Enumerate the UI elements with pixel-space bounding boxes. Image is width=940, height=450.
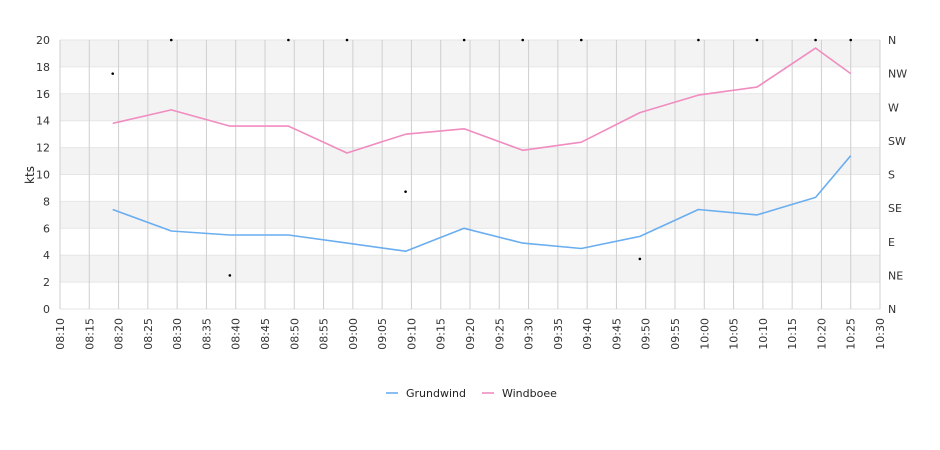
direction-point xyxy=(228,274,232,277)
x-tick-label: 09:40 xyxy=(581,318,594,350)
x-tick-label: 10:05 xyxy=(728,318,741,350)
x-tick-label: 08:50 xyxy=(288,318,301,350)
direction-point xyxy=(849,38,853,42)
direction-tick-label: W xyxy=(888,101,899,114)
direction-point xyxy=(814,38,817,42)
x-tick-label: 08:30 xyxy=(171,318,184,350)
y-tick-label: 10 xyxy=(36,169,50,182)
x-tick-label: 10:30 xyxy=(874,318,887,350)
direction-tick-label: N xyxy=(888,34,896,47)
y-tick-label: 0 xyxy=(43,303,50,316)
y-tick-label: 14 xyxy=(36,115,50,128)
direction-tick-label: N xyxy=(888,303,896,316)
direction-tick-label: S xyxy=(888,169,895,182)
x-tick-label: 08:35 xyxy=(200,318,213,350)
direction-point xyxy=(638,257,642,261)
direction-axis-ticks: N NE E SE S SW W NW N xyxy=(888,34,907,316)
x-tick-label: 10:10 xyxy=(757,318,770,350)
direction-point xyxy=(345,38,349,42)
x-tick-label: 08:55 xyxy=(318,318,331,350)
x-tick-label: 09:00 xyxy=(347,318,360,350)
series-line-windboee xyxy=(112,47,852,154)
x-tick-label: 10:00 xyxy=(698,318,711,350)
y-tick-label: 6 xyxy=(43,222,50,235)
x-tick-label: 08:25 xyxy=(142,318,155,350)
series-lines xyxy=(112,47,852,252)
x-axis-ticks: 08:10 08:15 08:20 08:25 08:30 08:35 08:40 08:45… xyxy=(54,318,887,350)
direction-point xyxy=(697,38,700,42)
x-tick-label: 09:05 xyxy=(376,318,389,350)
x-tick-label: 09:45 xyxy=(610,318,623,350)
y-tick-label: 12 xyxy=(36,142,50,155)
direction-points xyxy=(111,38,853,277)
y-tick-label: 8 xyxy=(43,195,50,208)
x-tick-label: 09:10 xyxy=(405,318,418,350)
x-tick-label: 10:15 xyxy=(786,318,799,350)
direction-point xyxy=(462,38,466,42)
x-tick-label: 09:25 xyxy=(493,318,506,350)
y-tick-label: 2 xyxy=(43,276,50,289)
direction-tick-label: NW xyxy=(888,68,907,81)
direction-tick-label: NE xyxy=(888,269,903,282)
y-tick-label: 18 xyxy=(36,61,50,74)
direction-point xyxy=(521,38,525,42)
y-axis-title: kts xyxy=(23,166,37,184)
direction-point xyxy=(404,190,407,193)
x-tick-label: 09:50 xyxy=(640,318,653,350)
y-tick-label: 4 xyxy=(43,249,50,262)
x-tick-label: 09:20 xyxy=(464,318,477,350)
x-tick-label: 09:30 xyxy=(523,318,536,350)
x-tick-label: 08:15 xyxy=(83,318,96,350)
direction-tick-label: E xyxy=(888,236,895,249)
x-tick-label: 10:25 xyxy=(845,318,858,350)
legend-label-grundwind: Grundwind xyxy=(406,387,466,400)
series-line-grundwind xyxy=(112,155,852,252)
direction-point xyxy=(579,38,583,42)
direction-tick-label: SE xyxy=(888,202,902,215)
x-tick-label: 10:20 xyxy=(815,318,828,350)
direction-point xyxy=(111,72,115,75)
direction-tick-label: SW xyxy=(888,135,906,148)
x-tick-label: 09:55 xyxy=(669,318,682,350)
x-tick-label: 08:10 xyxy=(54,318,67,350)
vertical-gridlines xyxy=(59,40,881,309)
x-tick-label: 09:35 xyxy=(552,318,565,350)
y-tick-label: 16 xyxy=(36,88,50,101)
direction-point xyxy=(755,38,759,42)
legend-label-windboee: Windboee xyxy=(502,387,557,400)
direction-point xyxy=(287,38,290,42)
direction-point xyxy=(169,38,173,42)
x-tick-label: 08:45 xyxy=(259,318,272,350)
legend: Grundwind Windboee xyxy=(386,387,557,400)
x-tick-label: 08:20 xyxy=(113,318,126,350)
x-tick-label: 08:40 xyxy=(230,318,243,350)
y-axis-ticks: 0 2 4 6 8 10 12 14 16 18 20 xyxy=(36,34,50,316)
y-tick-label: 20 xyxy=(36,34,50,47)
x-tick-label: 09:15 xyxy=(435,318,448,350)
